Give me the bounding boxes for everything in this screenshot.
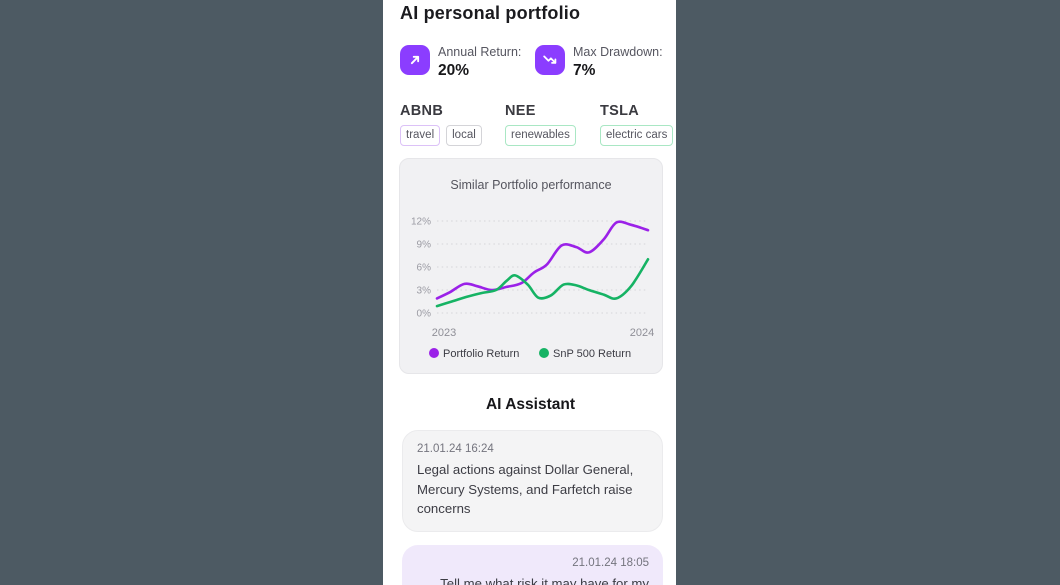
x-axis-label-start: 2023: [432, 327, 456, 339]
page-title: AI personal portfolio: [400, 3, 581, 23]
portfolio-app-panel[interactable]: AI personal portfolio Annual Return: 20%: [383, 0, 676, 585]
annual-return-stat: Annual Return: 20%: [400, 45, 535, 80]
line-series-portfolio-return: [435, 220, 650, 300]
trending-down-icon: [535, 45, 565, 75]
tag-renewables[interactable]: renewables: [505, 125, 576, 146]
legend-dot: [429, 348, 439, 358]
ticker-abnb: ABNB travel local: [400, 103, 505, 146]
user-message-bubble: 21.01.24 18:05 Tell me what risk it may …: [402, 544, 663, 585]
max-drawdown-value: 7%: [573, 62, 596, 79]
y-axis-tick-label: 3%: [417, 286, 432, 297]
performance-line-chart: Similar Portfolio performance 0% 3% 6% 9% 12%…: [411, 178, 654, 360]
y-axis-tick-label: 12%: [411, 217, 431, 228]
message-text: Tell me what risk it may have for my: [440, 575, 649, 585]
y-axis-tick-label: 0%: [417, 309, 432, 320]
ai-assistant-heading: AI Assistant: [485, 396, 575, 413]
message-timestamp: 21.01.24 16:24: [417, 443, 494, 455]
ticker-nee: NEE renewables: [505, 103, 600, 146]
ticker-tsla: TSLA electric cars: [600, 103, 674, 146]
max-drawdown-stat: Max Drawdown: 7%: [535, 45, 663, 80]
max-drawdown-label: Max Drawdown:: [573, 45, 663, 59]
line-series-snp-500-return: [435, 258, 650, 308]
annual-return-label: Annual Return:: [438, 45, 522, 59]
assistant-message-bubble: 21.01.24 16:24 Legal actions against Dol…: [402, 430, 663, 532]
ticker-symbol: NEE: [505, 103, 536, 119]
message-text: Legal actions against Dollar General, Me…: [417, 462, 634, 516]
legend-label: SnP 500 Return: [553, 348, 631, 360]
similar-portfolio-chart-card: Similar Portfolio performance 0% 3% 6% 9% 12%…: [399, 158, 663, 374]
tag-electric-cars[interactable]: electric cars: [600, 125, 674, 146]
annual-return-value: 20%: [438, 62, 470, 79]
y-axis-tick-label: 9%: [417, 240, 432, 251]
message-timestamp: 21.01.24 18:05: [572, 556, 649, 569]
legend-label: Portfolio Return: [443, 348, 519, 360]
ticker-symbol: ABNB: [400, 103, 444, 119]
ticker-symbol: TSLA: [600, 103, 640, 119]
legend-dot: [539, 348, 549, 358]
y-axis-tick-label: 6%: [417, 263, 432, 274]
tag-local[interactable]: local: [446, 125, 482, 146]
trending-up-icon: [400, 45, 430, 75]
chart-title: Similar Portfolio performance: [450, 178, 611, 192]
tickers-row: ABNB travel local NEE renewables TSLA el…: [400, 103, 676, 146]
stats-row: Annual Return: 20% Max Drawdown: 7%: [400, 45, 676, 80]
tag-travel[interactable]: travel: [400, 125, 441, 146]
x-axis-label-end: 2024: [630, 327, 654, 339]
